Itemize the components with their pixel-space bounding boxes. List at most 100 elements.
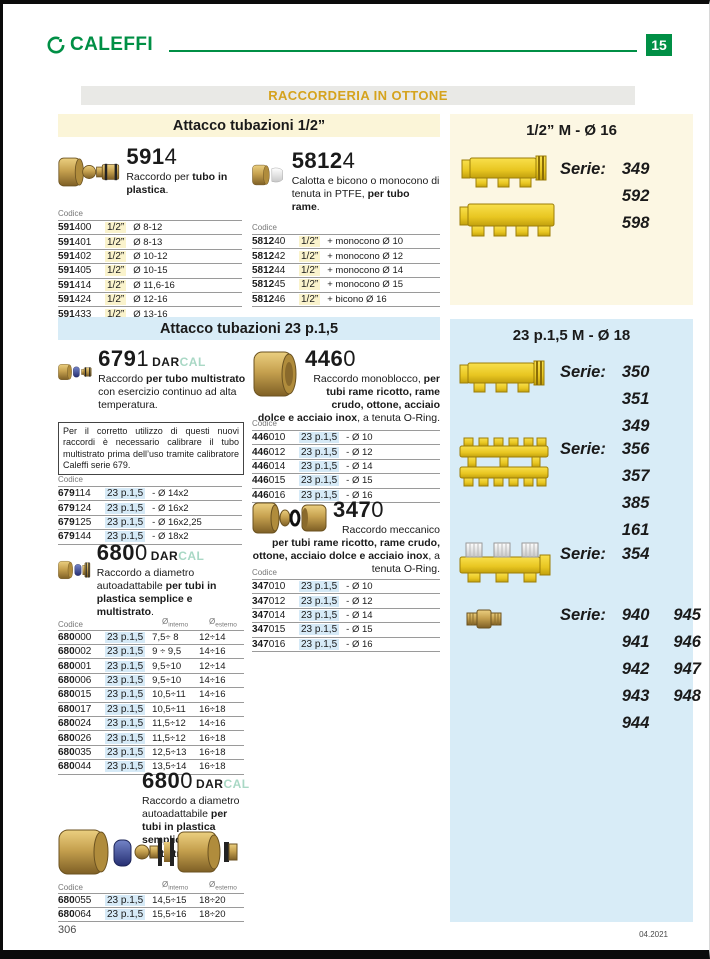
size-cell: 23 p.1,5 — [299, 609, 340, 621]
table-347: Codice 347010 23 p.1,5 - Ø 10 347012 23 … — [252, 568, 440, 652]
manifold-knobs-image — [459, 542, 551, 583]
fitting-58124-image — [252, 164, 283, 186]
size-cell: 1/2” — [299, 250, 321, 262]
serie-numbers: 349 592 598 — [622, 156, 650, 237]
code-prefix: 591 — [58, 236, 75, 248]
code-cell: 680035 — [58, 747, 105, 758]
size-cell: 1/2” — [105, 294, 127, 306]
codice-label: Codice — [252, 419, 277, 428]
diameter-int-cell: 10,5÷11 — [152, 689, 186, 701]
code-cell: 581240 — [252, 236, 299, 247]
code-cell: 581245 — [252, 279, 299, 290]
diameter-ext-header: Øesterno — [209, 880, 249, 892]
code-cell: 591400 — [58, 222, 105, 233]
code-rest: 46 — [274, 293, 286, 305]
dar-text: DAR — [195, 777, 224, 791]
serie-block-g1: Serie: 350 351 349 — [560, 359, 649, 440]
size-cell: 1/2” — [105, 279, 127, 291]
right-box-23p15: 23 p.1,5 M - Ø 18 Serie: 350 351 349 Serie… — [450, 319, 701, 922]
code-prefix: 446 — [252, 460, 269, 472]
code-prefix: 679 — [58, 516, 75, 528]
serie-numbers: 356 357 385 161 — [622, 436, 650, 544]
size-cell: 23 p.1,5 — [105, 909, 146, 921]
serie-number: 947 — [673, 660, 701, 678]
serie-block-g4: Serie: 940 941 942 943 944 945 946 947 948 — [560, 602, 701, 737]
desc-part: . — [151, 606, 154, 619]
size-cell: 1/2” — [299, 293, 321, 305]
code-cell: 680002 — [58, 646, 105, 657]
code-cell: 680015 — [58, 689, 105, 700]
table-row: 347012 23 p.1,5 - Ø 12 — [252, 594, 440, 609]
desc-part: Raccordo — [98, 373, 147, 385]
size-cell: 23 p.1,5 — [105, 689, 146, 701]
table-row: 680055 23 p.1,5 14,5÷15 18÷20 — [58, 894, 244, 908]
table-347-rows: 347010 23 p.1,5 - Ø 10 347012 23 p.1,5 -… — [252, 579, 440, 652]
code-rest: 124 — [74, 502, 92, 514]
spec-cell: Ø 12-16 — [133, 294, 168, 306]
size-cell: 23 p.1,5 — [105, 746, 146, 758]
product-6800a-code: 6800 DARCAL — [97, 542, 248, 564]
diameter-ext-cell: 14÷16 — [199, 646, 226, 658]
manifold-3-outlets-image — [459, 360, 545, 393]
size-cell: 23 p.1,5 — [299, 489, 340, 501]
code-prefix: 679 — [58, 488, 75, 500]
code-cell: 680055 — [58, 895, 105, 906]
diameter-symbol: Ø — [162, 880, 169, 889]
spec-cell: - Ø 14 — [346, 460, 373, 472]
code-bold: 5812 — [291, 148, 343, 173]
size-cell: 23 p.1,5 — [105, 732, 146, 744]
size-cell: 1/2” — [105, 250, 127, 262]
header-rule — [169, 50, 637, 52]
table-591-rows: 591400 1/2” Ø 8-12 591401 1/2” Ø 8-13 59… — [58, 220, 242, 322]
spec-cell: - Ø 18x2 — [152, 531, 189, 543]
fitting-6800a-image — [58, 561, 91, 579]
table-679: Codice 679114 23 p.1,5 - Ø 14x2 679124 2… — [58, 475, 242, 545]
code-prefix: 347 — [252, 595, 269, 607]
table-5812-rows: 581240 1/2” + monocono Ø 10 581242 1/2” … — [252, 234, 440, 307]
code-prefix: 5812 — [252, 264, 275, 276]
code-rest: 044 — [74, 761, 92, 773]
code-cell: 591414 — [58, 280, 105, 291]
code-prefix: 5812 — [252, 293, 275, 305]
table-row: 680035 23 p.1,5 12,5÷13 16÷18 — [58, 746, 244, 761]
code-rest: 015 — [268, 624, 286, 636]
size-cell: 1/2” — [299, 236, 321, 248]
code-cell: 679125 — [58, 517, 105, 528]
product-58124: 58124 Calotta e bicono o monocono di ten… — [252, 150, 440, 214]
spec-cell: + monocono Ø 12 — [327, 250, 404, 262]
serie-number: 948 — [673, 687, 701, 705]
code-cell: 679114 — [58, 488, 105, 499]
diameter-int-header: Øinterno — [162, 617, 209, 629]
table-row: 679124 23 p.1,5 - Ø 16x2 — [58, 501, 242, 516]
code-rest: 017 — [74, 703, 92, 715]
code-rest: 055 — [74, 894, 92, 906]
chapter-tab: 15 — [646, 34, 672, 56]
spec-cell: - Ø 14x2 — [152, 488, 189, 500]
code-cell: 347012 — [252, 596, 299, 607]
size-cell: 23 p.1,5 — [105, 674, 146, 686]
code-bold: 446 — [305, 346, 344, 371]
desc-part: Raccordo a diametro autoadattabile — [96, 567, 195, 593]
code-cell: 581242 — [252, 251, 299, 262]
code-prefix: 446 — [252, 489, 269, 501]
product-6791-desc: Raccordo per tubo multistrato con eserci… — [98, 373, 248, 412]
code-cell: 680000 — [58, 632, 105, 643]
serie-block-g3: Serie: 354 — [560, 541, 649, 568]
section-header-half-inch: Attacco tubazioni 1/2” — [58, 114, 440, 137]
diameter-int-cell: 9,5÷10 — [152, 660, 182, 672]
nipple-fitting-image — [466, 609, 502, 629]
size-cell: 23 p.1,5 — [299, 475, 340, 487]
table-row: 680001 23 p.1,5 9,5÷10 12÷14 — [58, 659, 244, 674]
brand-logo: CALEFFI — [47, 34, 153, 56]
code-prefix: 680 — [58, 646, 75, 658]
size-cell: 1/2” — [105, 308, 127, 320]
size-cell: 23 p.1,5 — [299, 432, 340, 444]
table-680b: Codice Øinterno Øesterno 680055 23 p.1,5… — [58, 880, 244, 923]
size-cell: 1/2” — [105, 265, 127, 277]
code-rest: 45 — [274, 279, 286, 291]
diameter-int-header: Øinterno — [162, 880, 209, 892]
desc-part: . — [316, 201, 320, 214]
spec-cell: - Ø 12 — [346, 595, 373, 607]
code-rest: 064 — [74, 909, 92, 921]
code-rest: 024 — [74, 718, 92, 730]
